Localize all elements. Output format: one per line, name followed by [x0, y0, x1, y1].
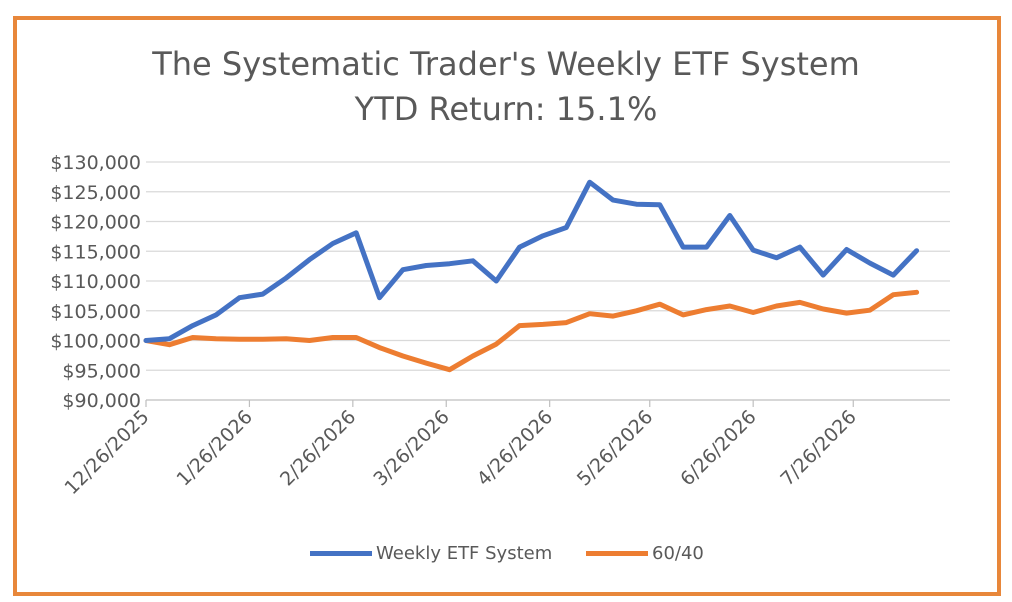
- legend-label: 60/40: [652, 543, 704, 564]
- x-tick-label: 4/26/2026: [473, 406, 557, 490]
- y-tick-label: $100,000: [50, 331, 141, 353]
- y-axis-ticks: $90,000 $95,000 $100,000 $105,000 $110,000 $1…: [50, 152, 141, 412]
- series-line-weekly-etf-system: [143, 179, 920, 343]
- chart-subtitle: YTD Return: 15.1%: [354, 90, 658, 128]
- legend-label: Weekly ETF System: [376, 543, 553, 564]
- legend-swatch: [586, 551, 648, 556]
- y-tick-label: $120,000: [50, 212, 141, 234]
- x-tick-label: 2/26/2026: [276, 406, 360, 490]
- legend-swatch: [310, 551, 372, 556]
- x-tick-label: 3/26/2026: [369, 406, 453, 490]
- x-tick-label: 7/26/2026: [776, 406, 860, 490]
- y-tick-label: $105,000: [50, 301, 141, 323]
- x-tick-label: 6/26/2026: [676, 406, 760, 490]
- chart-frame: [13, 16, 1001, 596]
- y-tick-label: $110,000: [50, 271, 141, 293]
- gridlines: [146, 161, 950, 401]
- y-tick-label: $90,000: [62, 390, 141, 412]
- y-tick-label: $130,000: [50, 152, 141, 174]
- y-tick-label: $95,000: [62, 360, 141, 382]
- legend-item-60-40: 60/40: [586, 543, 704, 564]
- legend: Weekly ETF System 60/40: [0, 543, 1012, 571]
- series-lines: [143, 179, 920, 373]
- x-tick-label: 1/26/2026: [173, 406, 257, 490]
- x-tick-label: 12/26/2025: [61, 406, 154, 499]
- legend-item-weekly-etf: Weekly ETF System: [310, 543, 552, 564]
- y-tick-label: $125,000: [50, 182, 141, 204]
- chart-title: The Systematic Trader's Weekly ETF Syste…: [152, 45, 860, 83]
- y-tick-label: $115,000: [50, 241, 141, 263]
- x-tick-label: 5/26/2026: [573, 406, 657, 490]
- x-axis-ticks: 12/26/2025 1/26/2026 2/26/2026 3/26/2026 4/2…: [61, 400, 861, 499]
- series-line-60-40: [143, 289, 920, 373]
